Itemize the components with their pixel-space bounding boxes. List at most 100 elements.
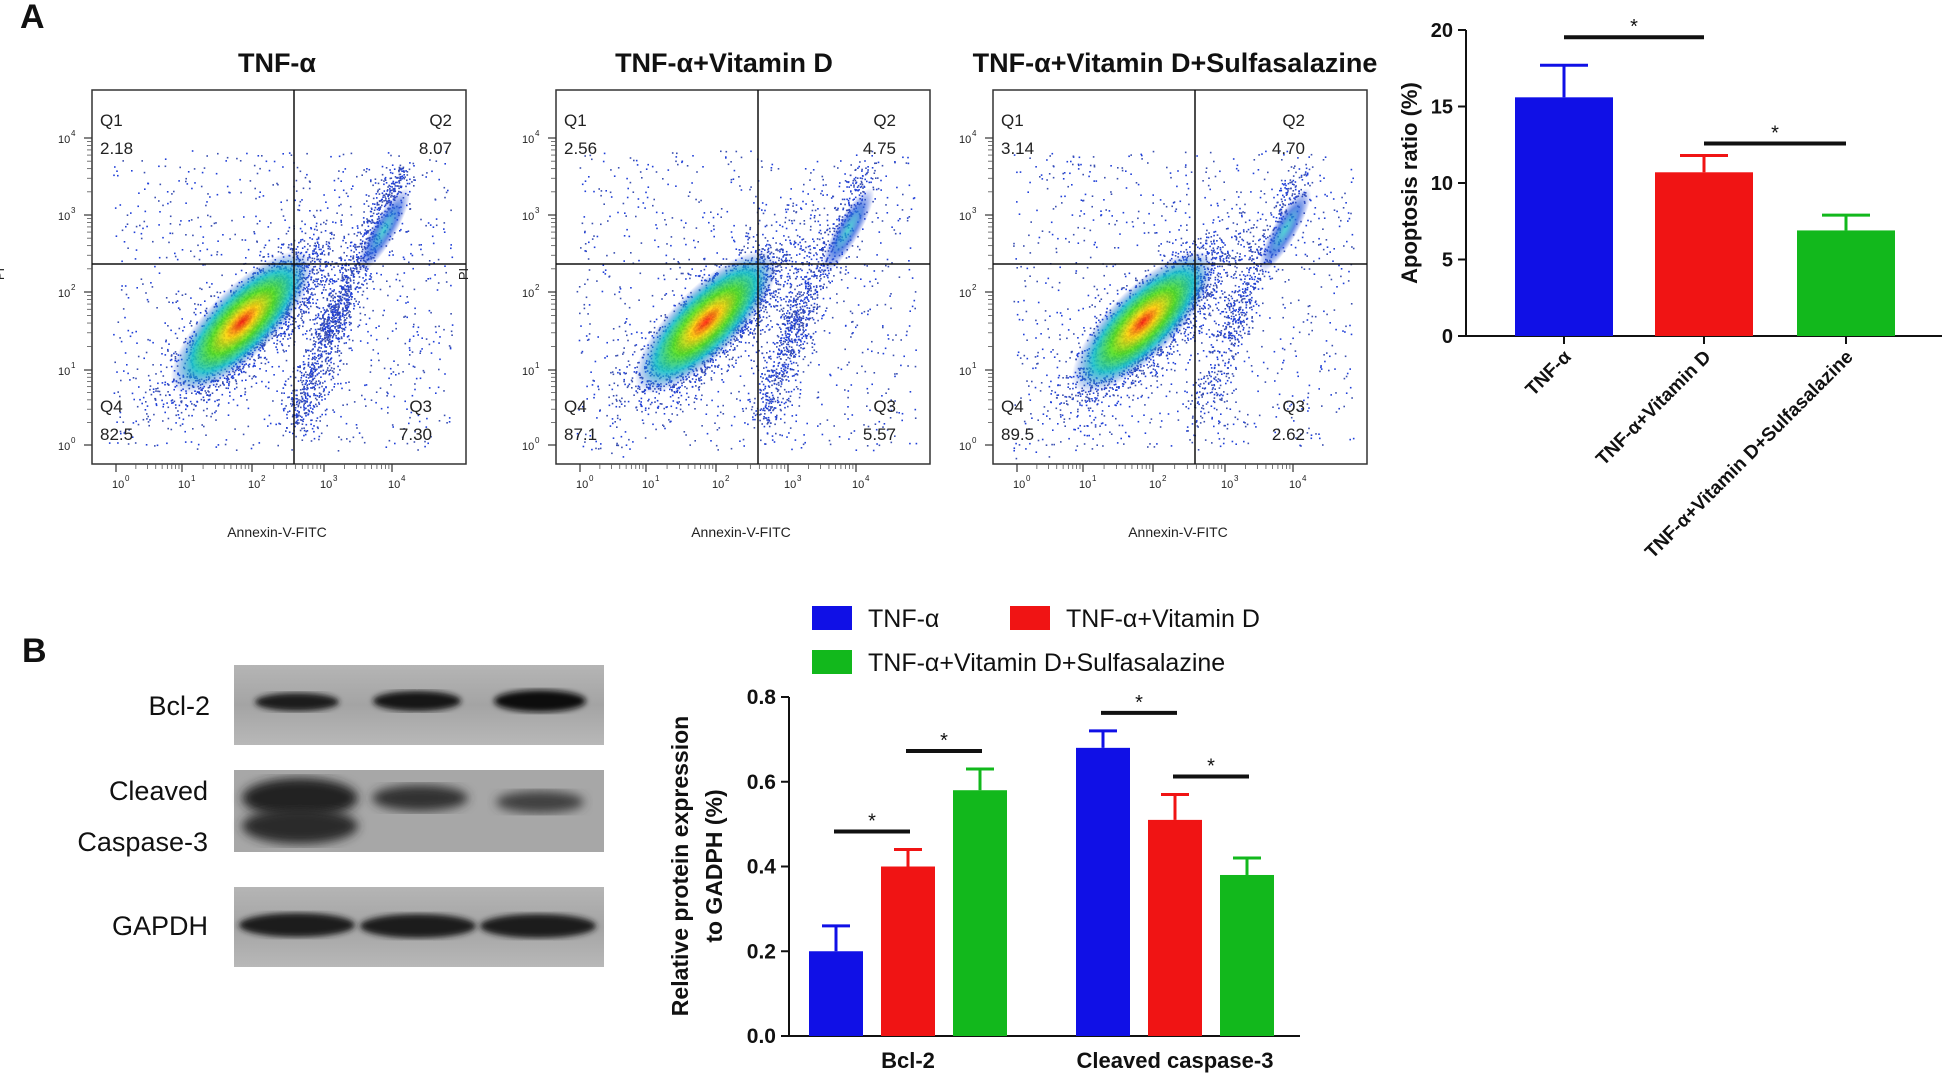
event-dot	[277, 183, 279, 186]
event-dot	[307, 394, 309, 396]
event-dot	[370, 359, 373, 361]
event-dot	[226, 156, 229, 159]
event-dot	[225, 160, 227, 162]
event-dot	[324, 280, 327, 283]
event-dot	[229, 391, 231, 394]
event-dot	[414, 313, 416, 315]
event-dot	[283, 332, 286, 335]
event-dot	[219, 291, 222, 294]
event-dot	[450, 330, 453, 333]
event-dot	[253, 358, 255, 361]
event-dot	[330, 367, 333, 369]
event-dot	[255, 376, 257, 378]
event-dot	[142, 283, 144, 285]
event-dot	[169, 223, 172, 225]
event-dot	[325, 219, 328, 222]
event-dot	[231, 219, 233, 222]
event-dot	[174, 252, 176, 255]
y-tick-label: 10	[58, 441, 70, 453]
event-dot	[136, 405, 139, 408]
event-dot	[327, 331, 329, 334]
event-dot	[399, 179, 402, 182]
event-dot	[444, 265, 446, 267]
event-dot	[443, 231, 446, 233]
event-dot	[202, 242, 204, 244]
event-dot	[326, 299, 329, 302]
event-dot	[340, 286, 343, 288]
event-dot	[381, 198, 383, 201]
event-dot	[201, 171, 204, 174]
event-dot	[328, 322, 331, 325]
event-dot	[200, 398, 203, 401]
event-dot	[152, 388, 155, 390]
event-dot	[337, 373, 339, 376]
quadrant-q1-name: Q1	[100, 111, 123, 130]
event-dot	[365, 232, 368, 234]
event-dot	[347, 305, 350, 308]
event-dot	[325, 350, 327, 352]
event-dot	[216, 193, 219, 196]
event-dot	[435, 392, 437, 394]
event-dot	[154, 397, 156, 400]
event-dot	[174, 255, 177, 258]
x-tick-label: 10	[178, 479, 190, 491]
event-dot	[348, 290, 351, 293]
event-dot	[337, 332, 339, 335]
event-dot	[313, 386, 315, 388]
event-dot	[297, 325, 299, 328]
event-dot	[399, 185, 401, 187]
event-dot	[164, 383, 166, 386]
event-dot	[327, 336, 329, 339]
event-dot	[309, 245, 311, 247]
event-dot	[170, 358, 173, 361]
event-dot	[364, 314, 366, 316]
event-dot	[243, 370, 245, 373]
event-dot	[379, 387, 382, 389]
event-dot	[320, 370, 322, 373]
event-dot	[370, 207, 373, 210]
event-dot	[211, 283, 213, 285]
event-dot	[318, 403, 321, 405]
event-dot	[339, 369, 341, 371]
event-dot	[124, 316, 126, 319]
event-dot	[282, 434, 285, 437]
event-dot	[342, 315, 344, 317]
event-dot	[320, 393, 322, 395]
event-dot	[409, 203, 411, 205]
event-dot	[125, 225, 127, 228]
event-dot	[365, 194, 368, 196]
event-dot	[315, 357, 318, 359]
event-dot	[407, 230, 410, 232]
event-dot	[333, 333, 336, 335]
event-dot	[299, 365, 301, 367]
event-dot	[340, 219, 342, 222]
event-dot	[290, 398, 293, 401]
event-dot	[263, 350, 266, 352]
event-dot	[323, 284, 326, 286]
event-dot	[399, 173, 402, 176]
event-dot	[342, 171, 344, 173]
event-dot	[388, 439, 391, 442]
event-dot	[327, 356, 329, 359]
event-dot	[300, 317, 302, 320]
event-dot	[316, 336, 319, 338]
event-dot	[119, 430, 122, 433]
event-dot	[139, 398, 141, 401]
event-dot	[414, 307, 416, 310]
event-dot	[358, 324, 361, 327]
event-dot	[341, 296, 344, 299]
event-dot	[385, 446, 388, 448]
event-dot	[398, 279, 401, 282]
event-dot	[141, 402, 143, 405]
event-dot	[167, 406, 170, 409]
event-dot	[331, 233, 333, 236]
event-dot	[355, 300, 357, 303]
event-dot	[283, 330, 286, 333]
event-dot	[247, 425, 250, 428]
event-dot	[267, 425, 269, 427]
event-dot	[298, 411, 300, 413]
event-dot	[319, 381, 322, 384]
event-dot	[309, 296, 312, 298]
event-dot	[305, 430, 308, 433]
event-dot	[148, 424, 150, 427]
